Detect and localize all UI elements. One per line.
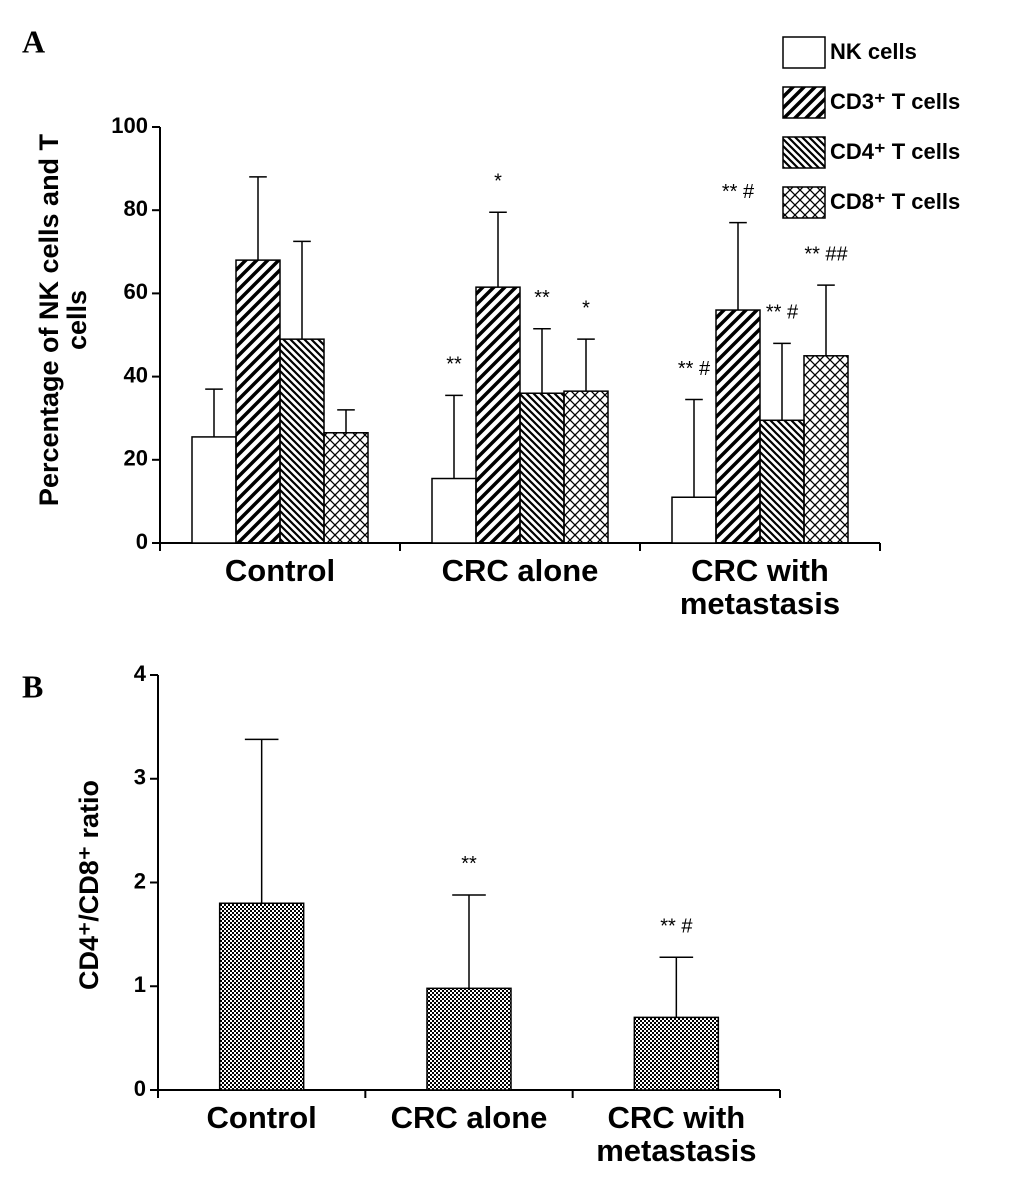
x-tick-label: Control: [206, 1102, 317, 1135]
x-tick-label-box: Control: [224, 555, 336, 588]
x-tick-label: Control: [224, 555, 336, 588]
x-tick-label-box: CRC with metastasis: [679, 555, 841, 621]
x-tick-label: CRC alone: [390, 1102, 548, 1135]
legend-swatch: [782, 186, 826, 219]
y-tick-label: 0: [136, 529, 148, 554]
legend-swatch: [782, 86, 826, 119]
significance-label: ** #: [766, 302, 799, 324]
y-tick-label: 100: [111, 113, 148, 138]
legend-label: CD8⁺ T cells: [830, 189, 960, 214]
x-tick-label-box: CRC alone: [441, 555, 599, 588]
y-tick-label: 80: [124, 196, 148, 221]
bar: [759, 419, 805, 544]
x-tick-label-box: CRC with metastasis: [596, 1102, 757, 1168]
bar: [715, 309, 761, 544]
y-tick-label: 40: [124, 362, 148, 387]
y-tick-label: 1: [134, 972, 146, 997]
x-tick-label: CRC with metastasis: [679, 555, 841, 621]
significance-label: **: [446, 354, 462, 376]
y-tick-label: 4: [134, 661, 147, 686]
y-tick-label: 60: [124, 279, 148, 304]
panel-label: B: [22, 668, 43, 704]
bar: [235, 259, 281, 544]
bar: [279, 338, 325, 544]
significance-label: *: [494, 171, 502, 193]
y-axis-label: CD4⁺/CD8⁺ ratio: [75, 779, 104, 991]
y-tick-label: 0: [134, 1076, 146, 1101]
bar: [323, 432, 369, 544]
legend-label: CD4⁺ T cells: [830, 139, 960, 164]
significance-label: ** #: [722, 181, 755, 203]
panel-label: A: [22, 23, 45, 59]
bar: [563, 390, 609, 544]
bar: [803, 355, 849, 544]
bar: [671, 496, 717, 544]
bar: [426, 987, 512, 1091]
x-tick-label: CRC alone: [441, 555, 599, 588]
y-axis-label-box: CD4⁺/CD8⁺ ratio: [75, 779, 104, 991]
bar: [218, 902, 305, 1091]
x-tick-label-box: CRC alone: [390, 1102, 548, 1135]
y-tick-label: 20: [124, 446, 148, 471]
bar: [519, 392, 565, 544]
y-tick-label: 3: [134, 765, 146, 790]
x-tick-label: CRC with metastasis: [596, 1102, 757, 1168]
significance-label: ** #: [660, 915, 693, 937]
legend-swatch: [782, 36, 826, 69]
x-tick-label-box: Control: [206, 1102, 317, 1135]
significance-label: ** #: [678, 358, 711, 380]
significance-label: **: [461, 853, 477, 875]
y-tick-label: 2: [134, 868, 146, 893]
y-axis-label-box: Percentage of NK cells and T cells: [35, 133, 93, 507]
y-axis-label: Percentage of NK cells and T cells: [35, 133, 93, 507]
bar: [191, 436, 237, 544]
bar: [633, 1016, 720, 1091]
significance-label: ** ##: [804, 243, 848, 265]
significance-label: **: [534, 287, 550, 309]
legend-swatch: [782, 136, 826, 169]
legend-label: CD3⁺ T cells: [830, 89, 960, 114]
significance-label: *: [582, 297, 590, 319]
bar: [475, 286, 521, 544]
legend-label: NK cells: [830, 39, 917, 64]
bar: [431, 477, 477, 544]
